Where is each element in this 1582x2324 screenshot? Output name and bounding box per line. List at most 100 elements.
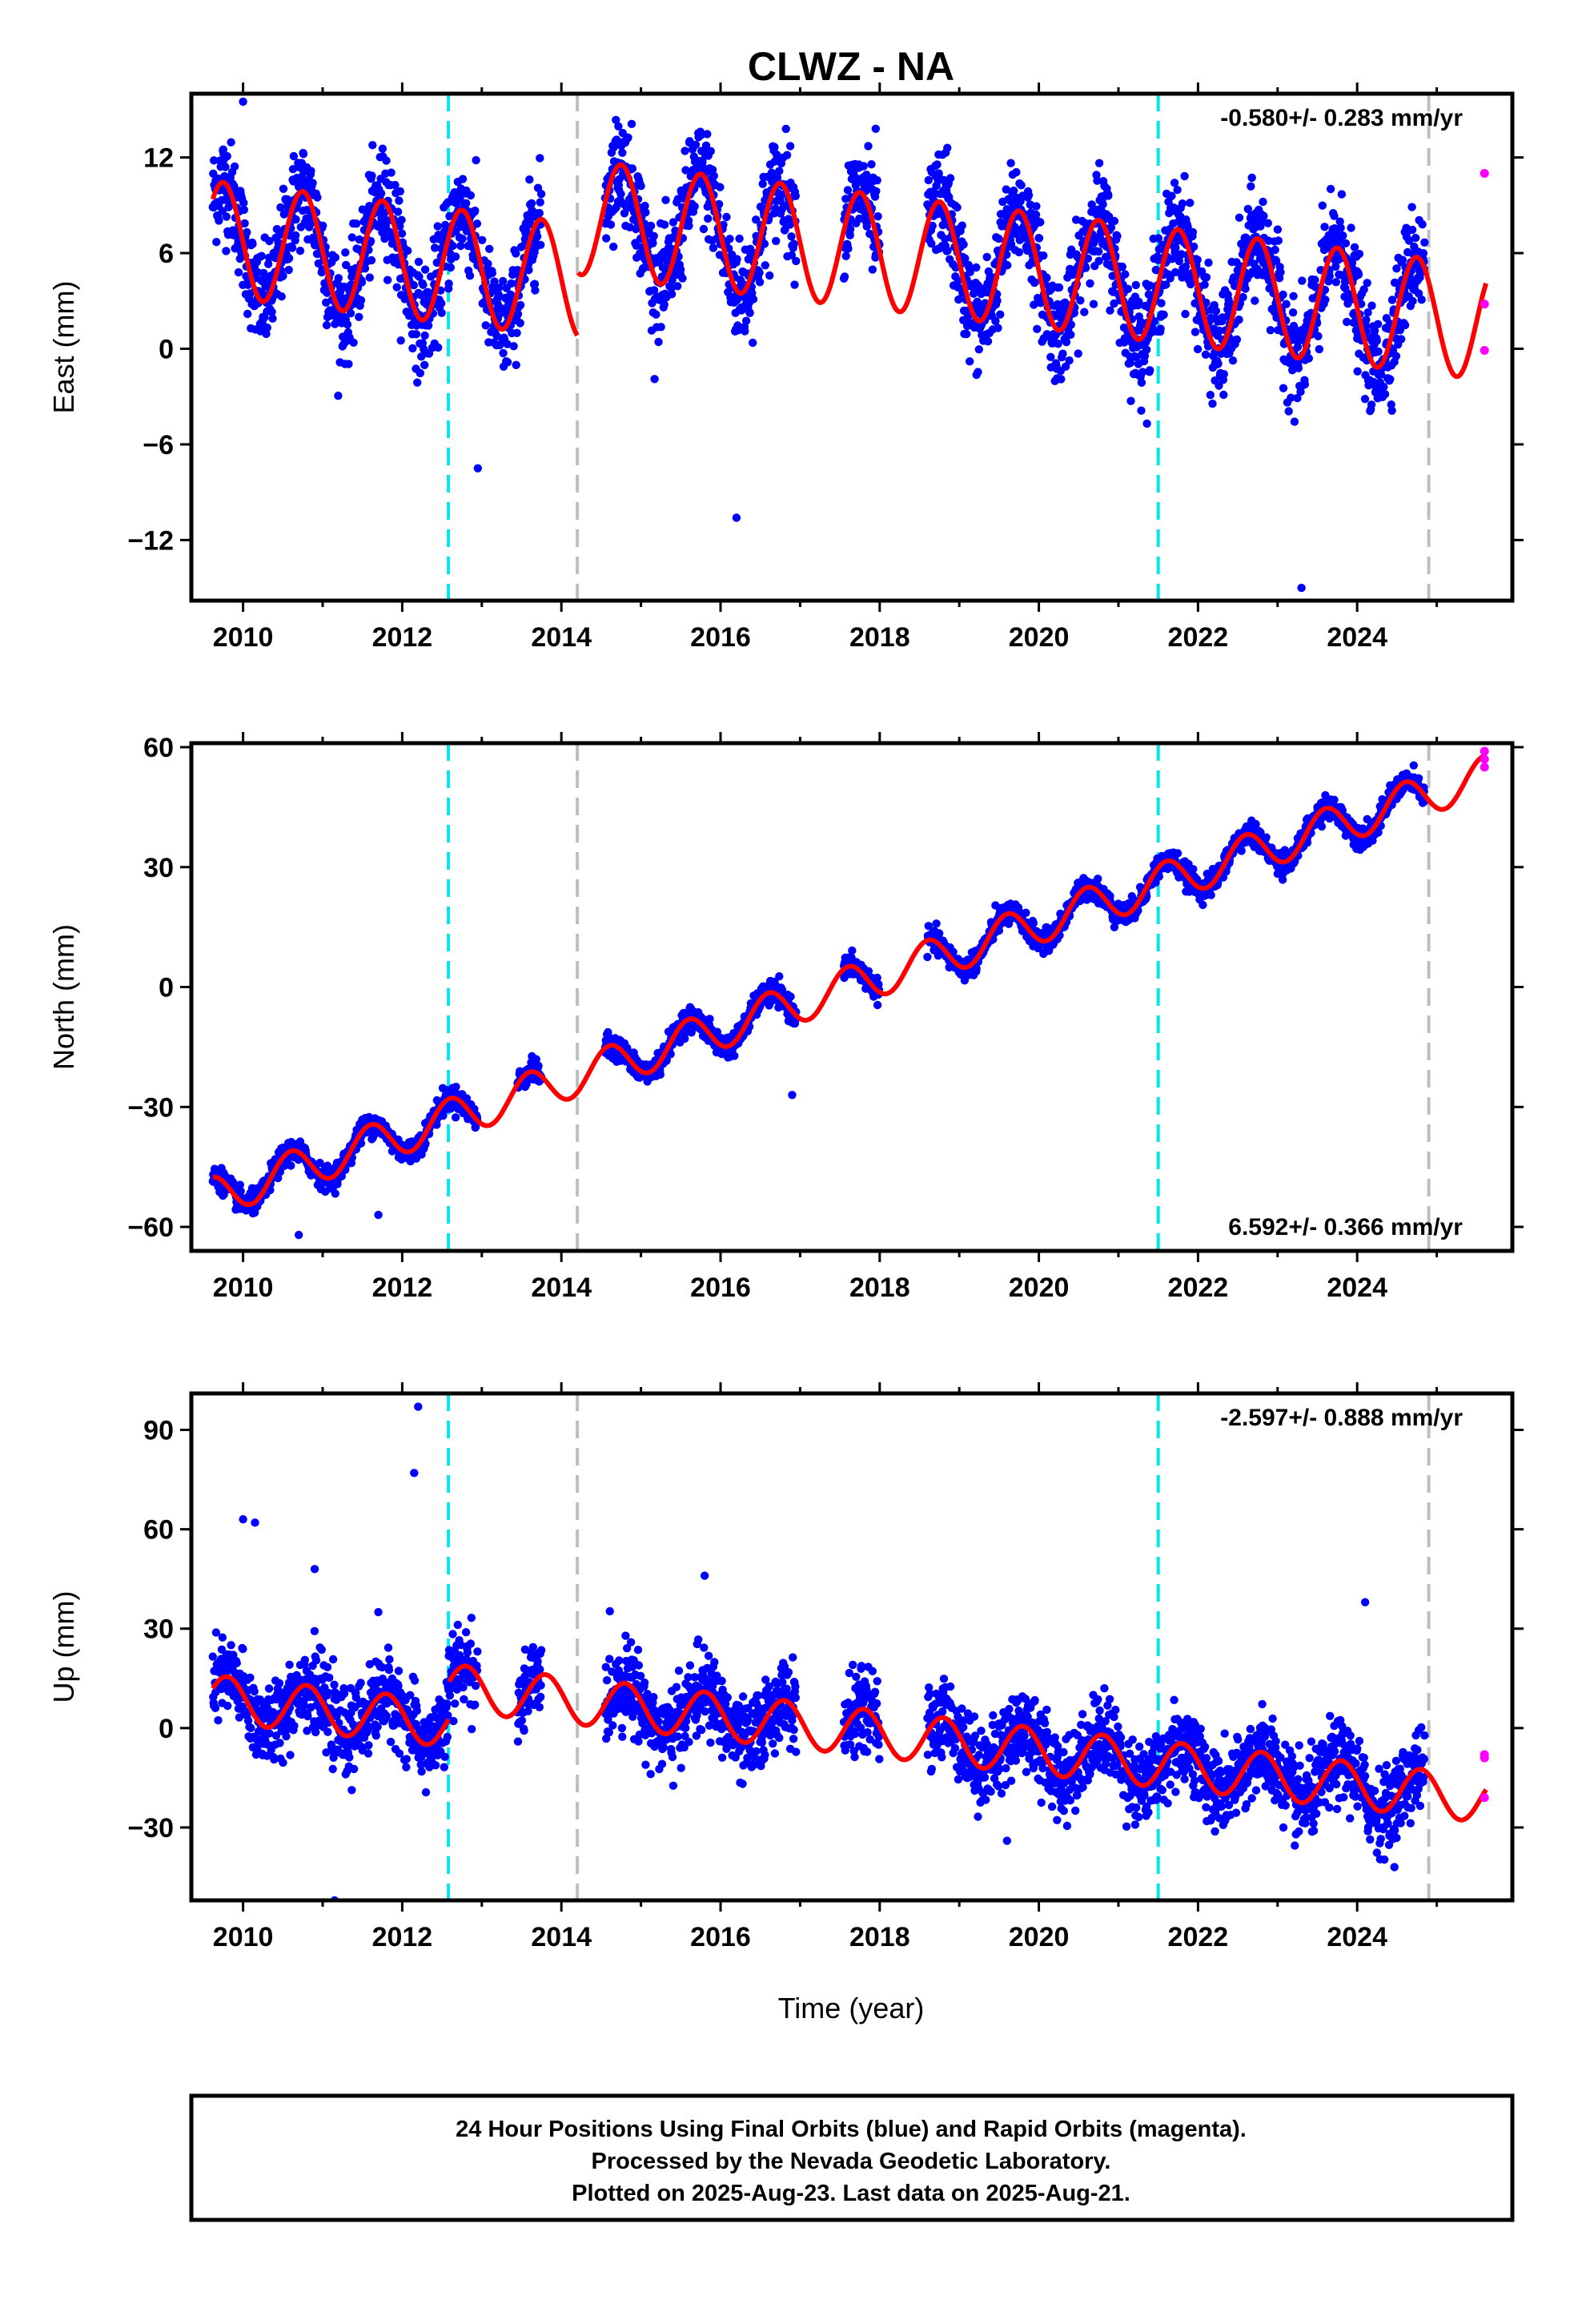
final-point: [624, 133, 632, 142]
final-point: [845, 231, 854, 239]
final-point: [1066, 330, 1075, 340]
final-point: [928, 221, 937, 231]
final-point: [787, 232, 796, 241]
final-point: [1202, 273, 1211, 282]
final-point: [295, 247, 305, 255]
final-point: [1367, 301, 1376, 310]
final-point: [448, 241, 457, 251]
final-point: [349, 338, 358, 347]
final-point: [334, 392, 343, 400]
final-point: [927, 239, 936, 248]
final-point: [678, 274, 687, 283]
final-point: [1126, 396, 1135, 405]
final-point: [1151, 265, 1161, 275]
final-point: [1014, 247, 1024, 257]
final-point: [357, 278, 367, 287]
final-point: [1318, 201, 1327, 210]
final-point: [741, 327, 749, 336]
final-point: [959, 240, 968, 249]
final-point: [1376, 370, 1386, 379]
final-point: [958, 221, 967, 230]
final-point: [770, 143, 779, 151]
final-point: [1387, 296, 1397, 304]
final-point: [1326, 184, 1335, 194]
final-point: [494, 290, 503, 300]
final-point: [484, 259, 492, 268]
velocity-rate-label: -0.580+/- 0.283 mm/yr: [1220, 105, 1463, 131]
final-point: [367, 255, 376, 265]
final-point: [1180, 171, 1189, 181]
final-point: [628, 164, 637, 173]
final-point: [641, 208, 650, 217]
final-point: [772, 236, 781, 246]
final-point: [1167, 191, 1176, 200]
final-point: [966, 357, 974, 366]
rapid-point: [1480, 169, 1489, 179]
final-point: [863, 217, 872, 226]
final-point: [1331, 278, 1341, 287]
final-point: [458, 175, 468, 183]
final-point: [478, 235, 487, 244]
final-point: [1380, 390, 1390, 399]
final-point: [1029, 919, 1038, 928]
final-point: [291, 215, 300, 224]
final-point: [709, 243, 718, 252]
final-point: [1273, 225, 1283, 234]
final-point: [243, 227, 251, 237]
final-point: [503, 340, 512, 348]
final-point: [458, 235, 467, 243]
final-point: [1266, 326, 1275, 335]
final-point: [994, 234, 1003, 243]
final-point: [935, 929, 944, 938]
x-tick-label: 2014: [531, 622, 592, 653]
final-point: [1190, 242, 1199, 251]
final-point: [786, 992, 795, 1001]
final-point: [609, 143, 618, 152]
final-point: [1407, 203, 1416, 211]
final-point: [1106, 306, 1114, 315]
final-point: [1304, 354, 1314, 363]
final-point: [223, 151, 231, 161]
final-point: [397, 215, 406, 224]
final-point: [614, 122, 623, 131]
final-point: [248, 239, 257, 248]
final-point: [933, 160, 942, 169]
final-point: [650, 375, 659, 384]
final-point: [525, 175, 534, 184]
final-point: [612, 115, 620, 124]
final-point: [396, 336, 405, 345]
final-point: [699, 224, 709, 234]
final-point: [1154, 234, 1163, 243]
final-point: [1293, 393, 1302, 403]
final-point: [356, 296, 366, 305]
x-tick-label: 2010: [213, 622, 274, 653]
final-point: [1271, 256, 1281, 265]
final-point: [873, 176, 881, 185]
final-point: [291, 231, 300, 240]
final-point: [841, 251, 850, 260]
final-point: [1110, 216, 1119, 226]
final-point: [1387, 400, 1395, 409]
final-point: [433, 222, 442, 231]
final-point: [1137, 378, 1146, 387]
final-point: [690, 202, 699, 211]
final-point: [1010, 186, 1018, 195]
final-point: [996, 310, 1005, 319]
final-point: [331, 320, 339, 328]
final-point: [1341, 239, 1351, 247]
final-point: [310, 234, 319, 243]
final-point: [465, 271, 475, 280]
final-point: [1174, 256, 1184, 266]
final-point: [994, 324, 1002, 332]
final-point: [946, 174, 955, 183]
final-point: [873, 212, 882, 221]
final-point: [627, 119, 636, 128]
final-point: [1374, 347, 1383, 356]
final-point: [840, 272, 849, 281]
final-point: [733, 255, 741, 263]
final-point: [972, 263, 981, 272]
final-point: [660, 300, 669, 309]
final-point: [656, 323, 665, 332]
final-point: [378, 144, 387, 153]
y-tick-label: −6: [143, 430, 174, 460]
